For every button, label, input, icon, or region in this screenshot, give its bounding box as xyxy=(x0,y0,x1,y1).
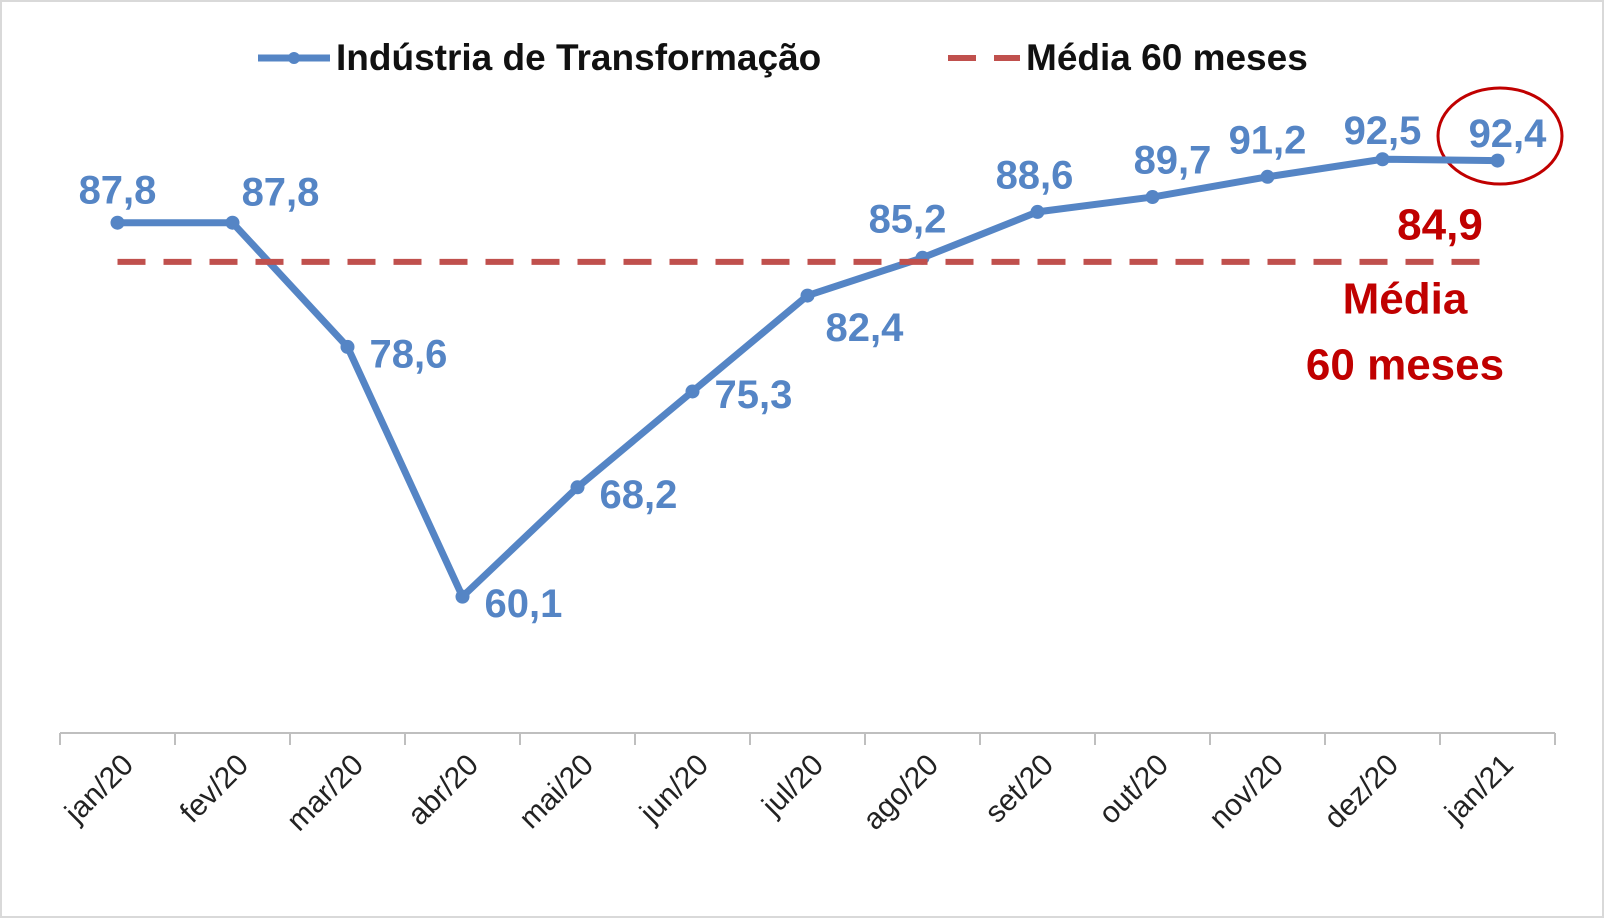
value-label: 92,4 xyxy=(1469,112,1548,156)
x-tick-label: fev/20 xyxy=(174,748,255,829)
value-label: 92,5 xyxy=(1344,109,1422,153)
x-tick-label: jan/21 xyxy=(1438,748,1520,830)
value-label: 60,1 xyxy=(485,582,563,626)
value-label: 84,9 xyxy=(1397,200,1483,249)
value-label: 75,3 xyxy=(715,373,793,417)
value-label: 78,6 xyxy=(370,332,448,376)
x-tick-label: out/20 xyxy=(1093,748,1175,830)
annotation: Média xyxy=(1343,275,1468,324)
point xyxy=(800,288,815,303)
legend-label: Média 60 meses xyxy=(1026,37,1308,78)
point xyxy=(225,215,240,230)
x-tick-label: jul/20 xyxy=(755,748,830,823)
point xyxy=(570,480,585,495)
value-label: 68,2 xyxy=(600,473,678,517)
x-tick-label: jan/20 xyxy=(58,748,140,830)
point xyxy=(110,215,125,230)
highlight-circle xyxy=(1436,86,1564,186)
point xyxy=(1490,153,1505,168)
point xyxy=(1145,190,1160,205)
x-tick-label: nov/20 xyxy=(1203,748,1290,835)
point xyxy=(340,339,355,354)
x-tick-label: mai/20 xyxy=(513,748,600,835)
point xyxy=(1260,169,1275,184)
x-tick-label: set/20 xyxy=(979,748,1060,829)
point xyxy=(455,589,470,604)
x-tick-label: abr/20 xyxy=(402,748,485,831)
x-tick-label: mar/20 xyxy=(281,748,370,837)
value-label: 87,8 xyxy=(79,168,157,212)
value-label: 87,8 xyxy=(242,170,320,214)
value-label: 82,4 xyxy=(826,306,905,350)
legend-marker xyxy=(288,52,300,64)
value-label: 91,2 xyxy=(1229,118,1307,162)
point xyxy=(685,384,700,399)
annotation: 60 meses xyxy=(1306,341,1504,390)
value-label: 88,6 xyxy=(996,153,1074,197)
legend-label: Indústria de Transformação xyxy=(336,37,821,78)
series-line xyxy=(117,155,1498,601)
value-label: 89,7 xyxy=(1134,139,1212,183)
x-tick-label: ago/20 xyxy=(857,748,945,836)
point xyxy=(1375,152,1390,167)
x-tick-label: dez/20 xyxy=(1318,748,1405,835)
x-tick-label: jun/20 xyxy=(633,748,715,830)
point xyxy=(1030,204,1045,219)
value-label: 85,2 xyxy=(869,197,947,241)
